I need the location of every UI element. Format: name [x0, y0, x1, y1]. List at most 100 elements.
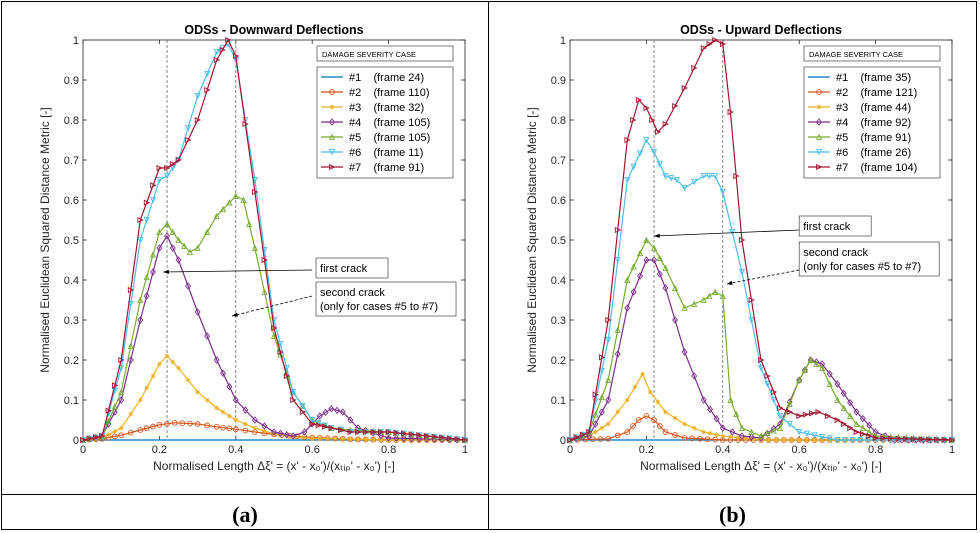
data-point	[847, 424, 854, 432]
data-point	[170, 359, 176, 365]
data-point	[143, 292, 150, 300]
data-point	[770, 388, 778, 396]
data-point	[630, 288, 637, 296]
x-tick-label: 1	[949, 444, 955, 456]
data-point	[378, 437, 384, 443]
series-line	[569, 415, 952, 441]
annotation-arrowhead	[231, 312, 238, 317]
data-point	[169, 160, 177, 168]
data-point	[290, 434, 296, 440]
data-point	[728, 434, 733, 440]
data-point	[614, 350, 621, 358]
data-point	[853, 420, 860, 427]
data-point	[370, 428, 377, 436]
data-point	[128, 411, 134, 417]
data-point	[903, 435, 910, 442]
data-point	[748, 317, 755, 324]
data-point	[866, 421, 873, 430]
data-point	[163, 220, 171, 227]
data-point	[615, 409, 621, 415]
data-point	[127, 342, 134, 349]
data-point	[941, 436, 948, 443]
data-point	[408, 434, 415, 443]
data-point	[802, 411, 809, 418]
data-point	[598, 393, 605, 401]
y-tick-label: 0.2	[551, 355, 566, 367]
data-point	[150, 182, 157, 189]
data-point	[813, 360, 820, 367]
data-point	[271, 428, 277, 436]
data-point	[454, 436, 461, 443]
data-point	[757, 432, 765, 439]
annotation-text: (only for cases #5 to #7)	[320, 301, 438, 313]
annotation-arrow	[231, 295, 313, 317]
data-point	[672, 316, 679, 324]
data-point	[393, 437, 399, 443]
data-point	[655, 128, 662, 136]
data-point	[599, 425, 605, 431]
data-point	[689, 435, 696, 442]
data-point	[598, 367, 605, 375]
data-point	[309, 420, 316, 428]
y-tick-label: 0.2	[64, 355, 79, 367]
data-point	[707, 430, 713, 436]
x-tick-label: 0.2	[152, 444, 167, 456]
data-point	[232, 52, 240, 60]
data-point	[242, 427, 249, 434]
data-point	[386, 437, 391, 443]
legend-marker	[329, 118, 335, 126]
data-point	[232, 192, 239, 199]
data-point	[770, 397, 777, 404]
legend-marker	[328, 133, 336, 140]
data-point	[819, 360, 826, 368]
y-tick-label: 0.6	[551, 195, 566, 207]
data-point	[786, 408, 794, 416]
data-point	[408, 431, 415, 438]
legend-label: #1 (frame 24)	[349, 72, 424, 84]
data-point	[632, 384, 638, 390]
data-point	[743, 436, 749, 441]
data-point	[86, 436, 92, 442]
data-point	[261, 256, 268, 264]
data-point	[156, 244, 163, 252]
data-point	[651, 417, 657, 423]
x-tick-label: 0.8	[868, 444, 883, 456]
data-point	[246, 220, 253, 227]
data-point	[707, 405, 714, 414]
data-point	[277, 348, 284, 356]
data-point	[261, 288, 268, 295]
data-point	[271, 431, 277, 437]
y-tick-label: 0	[560, 435, 566, 447]
data-point	[849, 437, 856, 444]
data-point	[630, 263, 637, 270]
data-point	[857, 437, 864, 444]
legend-item-5: #5 (frame 105)	[321, 132, 430, 144]
data-point	[811, 432, 818, 439]
data-point	[662, 284, 669, 292]
data-point	[315, 422, 322, 429]
data-point	[194, 93, 201, 100]
data-point	[926, 436, 933, 443]
data-point	[378, 428, 385, 436]
data-point	[738, 269, 746, 276]
data-point	[118, 356, 125, 364]
legend-label: #4 (frame 92)	[836, 117, 911, 129]
data-point	[643, 413, 650, 419]
data-point	[227, 413, 232, 419]
data-point	[813, 358, 820, 366]
data-point	[614, 326, 621, 333]
legend-item-6: #6 (frame 11)	[321, 147, 423, 159]
data-point	[127, 356, 134, 364]
data-point	[847, 398, 854, 407]
data-point	[656, 270, 663, 278]
data-point	[401, 437, 407, 443]
y-tick-label: 0.4	[551, 275, 566, 287]
annotation-1: first crack	[654, 215, 872, 238]
data-point	[643, 137, 650, 144]
data-point	[656, 423, 663, 429]
data-point	[880, 435, 887, 442]
x-tick-label: 0.2	[639, 444, 654, 456]
legend-item-3: #3 (frame 44)	[808, 102, 911, 114]
data-point	[150, 373, 156, 379]
data-point	[860, 430, 867, 438]
